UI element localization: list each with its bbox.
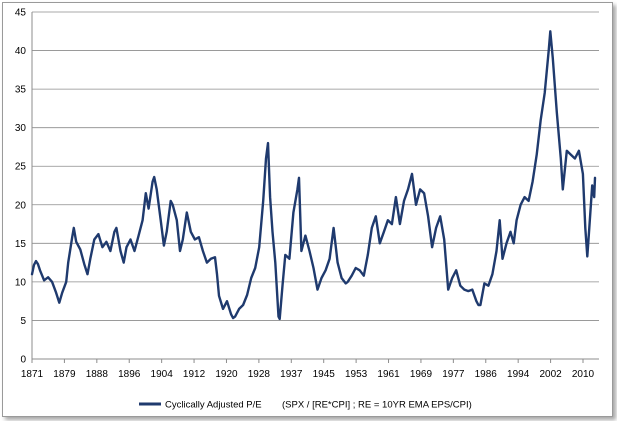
x-tick-label: 1904 [151, 369, 174, 380]
legend-note: (SPX / [RE*CPI] ; RE = 10YR EMA EPS/CPI) [282, 400, 472, 411]
x-tick-label: 1912 [183, 369, 206, 380]
legend: Cyclically Adjusted P/E (SPX / [RE*CPI] … [139, 400, 472, 411]
legend-label: Cyclically Adjusted P/E [165, 400, 262, 411]
y-tick-label: 20 [15, 200, 27, 211]
y-tick-label: 25 [15, 162, 27, 173]
x-tick-label: 1937 [280, 369, 303, 380]
x-tick-label: 1896 [118, 369, 141, 380]
x-tick-label: 1953 [345, 369, 368, 380]
y-tick-label: 10 [15, 277, 27, 288]
y-tick-label: 30 [15, 123, 27, 134]
chart-frame [2, 2, 613, 417]
series-layer [30, 30, 597, 321]
x-tick-label: 1879 [53, 369, 76, 380]
x-tick-label: 1969 [410, 369, 433, 380]
x-tick-label: 1888 [86, 369, 109, 380]
x-tick-label: 1928 [248, 369, 271, 380]
y-tick-label: 40 [15, 46, 27, 57]
y-tick-label: 15 [15, 239, 27, 250]
y-tick-label: 5 [20, 316, 26, 327]
gridlines [32, 11, 599, 321]
series-line [30, 30, 597, 321]
y-tick-labels: 0 5 10 15 20 25 30 35 40 45 [15, 8, 27, 366]
y-tick-label: 0 [20, 355, 26, 366]
x-tick-label: 1986 [475, 369, 498, 380]
x-tick-label: 1871 [21, 369, 44, 380]
x-tick-label: 1920 [215, 369, 238, 380]
x-tick-label: 1945 [313, 369, 336, 380]
y-tick-label: 35 [15, 85, 27, 96]
x-tick-labels: 1871 1879 1888 1896 1904 1912 1920 1928 1937 1945… [21, 369, 595, 380]
x-tick-label: 1961 [377, 369, 400, 380]
axes [31, 12, 599, 363]
y-tick-label: 45 [15, 8, 27, 19]
x-tick-label: 1994 [507, 369, 530, 380]
x-tick-label: 2010 [572, 369, 595, 380]
x-tick-label: 1977 [442, 369, 465, 380]
x-tick-label: 2002 [539, 369, 562, 380]
